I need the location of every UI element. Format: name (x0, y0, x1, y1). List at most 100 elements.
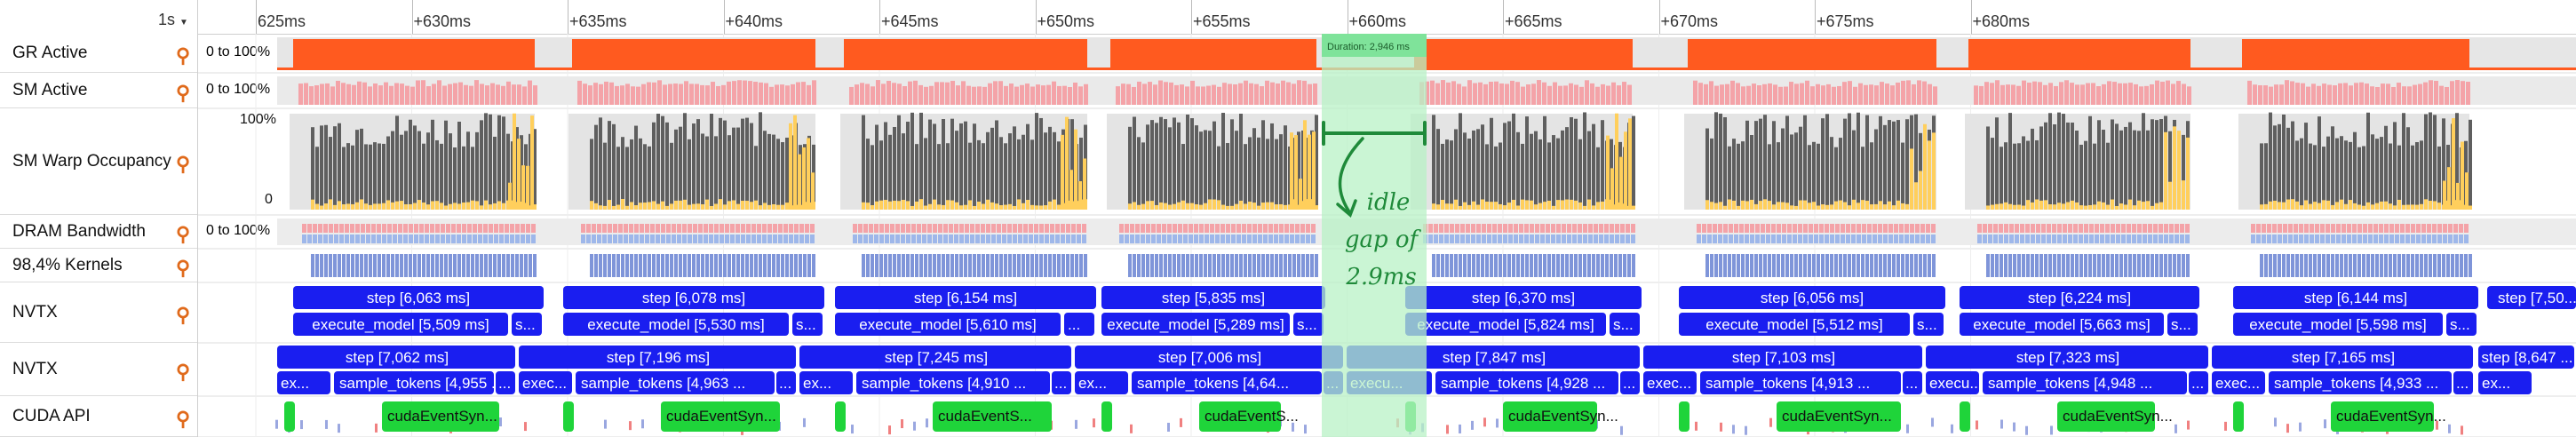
nvtx2-execute-range[interactable] (277, 371, 330, 394)
warp-bar (378, 143, 381, 210)
dram-read-bar (1487, 224, 1491, 233)
nvtx2-dots-range[interactable] (2189, 371, 2208, 394)
nvtx2-dots-range[interactable] (1620, 371, 1640, 394)
nvtx-execute-range[interactable] (293, 313, 508, 336)
nvtx-execute-range[interactable] (1960, 313, 2164, 336)
nvtx-step-range[interactable] (2487, 286, 2576, 309)
nvtx-step-range[interactable] (293, 286, 544, 309)
cuda-launch-range[interactable] (835, 401, 846, 432)
nvtx2-sample-range[interactable] (1700, 371, 1901, 394)
nvtx2-execute-range[interactable] (2478, 371, 2532, 394)
pin-icon[interactable]: ⚲ (176, 257, 191, 279)
row-name: SM Warp Occupancy (12, 152, 171, 171)
nvtx2-step-range[interactable] (2212, 346, 2473, 369)
pin-icon[interactable]: ⚲ (176, 44, 191, 67)
nvtx-step-range[interactable] (1679, 286, 1945, 309)
nvtx-execute-range[interactable] (1405, 313, 1606, 336)
nvtx2-execute-range[interactable] (519, 371, 572, 394)
row-label-2[interactable]: SM Warp Occupancy ⚲ (0, 108, 197, 215)
cuda-sync-range[interactable] (933, 401, 1052, 432)
nvtx2-step-range[interactable] (2478, 346, 2574, 369)
nvtx2-sample-range[interactable] (1435, 371, 1618, 394)
nvtx2-sample-range[interactable] (334, 371, 494, 394)
nvtx-execute-range[interactable] (835, 313, 1061, 336)
nvtx-execute-range[interactable] (1679, 313, 1910, 336)
nvtx2-step-range[interactable] (519, 346, 796, 369)
nvtx-step-range[interactable] (2233, 286, 2478, 309)
nvtx-short-range[interactable] (792, 313, 823, 336)
nvtx2-sample-range[interactable] (1132, 371, 1322, 394)
nvtx2-execute-range[interactable] (1075, 371, 1128, 394)
nvtx2-execute-range[interactable] (799, 371, 853, 394)
nvtx2-execute-range[interactable] (1926, 371, 1979, 394)
cuda-launch-range[interactable] (2233, 401, 2244, 432)
nvtx-step-range[interactable] (835, 286, 1096, 309)
nvtx-short-range[interactable] (1293, 313, 1324, 336)
nvtx-short-range[interactable] (2167, 313, 2198, 336)
nvtx2-dots-range[interactable] (496, 371, 515, 394)
row-label-5[interactable]: NVTX ⚲ (0, 282, 197, 343)
nvtx2-step-range[interactable] (1075, 346, 1343, 369)
nvtx2-sample-range[interactable] (856, 371, 1050, 394)
nvtx2-dots-range[interactable] (2453, 371, 2473, 394)
row-label-0[interactable]: GR Active ⚲ (0, 34, 197, 73)
nvtx-short-range[interactable] (512, 313, 542, 336)
nvtx-execute-range[interactable] (563, 313, 789, 336)
pin-icon[interactable]: ⚲ (176, 223, 191, 245)
nvtx2-dots-range[interactable] (1052, 371, 1071, 394)
nvtx-short-range[interactable] (1913, 313, 1944, 336)
pin-icon[interactable]: ⚲ (176, 361, 191, 383)
nvtx-short-range[interactable] (1610, 313, 1640, 336)
selection-region[interactable] (1322, 34, 1427, 437)
nvtx2-execute-range[interactable] (1643, 371, 1697, 394)
cuda-launch-range[interactable] (284, 401, 295, 432)
cuda-launch-range[interactable] (1960, 401, 1970, 432)
row-label-6[interactable]: NVTX ⚲ (0, 343, 197, 396)
cuda-sync-range[interactable] (1777, 401, 1901, 432)
pin-icon[interactable]: ⚲ (176, 408, 191, 430)
nvtx2-step-range[interactable] (1643, 346, 1922, 369)
row-label-7[interactable]: CUDA API ⚲ (0, 396, 197, 437)
cuda-sync-range[interactable] (1503, 401, 1597, 432)
nvtx2-step-range[interactable] (1926, 346, 2208, 369)
nvtx2-step-range[interactable] (277, 346, 515, 369)
pin-icon[interactable]: ⚲ (176, 82, 191, 104)
warp-bar (2155, 120, 2159, 210)
pin-icon[interactable]: ⚲ (176, 153, 191, 175)
nvtx2-sample-range[interactable] (576, 371, 775, 394)
row-label-4[interactable]: 98,4% Kernels ⚲ (0, 249, 197, 282)
warp-ramp-bar (2443, 180, 2446, 210)
sm-active-bar (636, 86, 640, 105)
nvtx-step-range[interactable] (1405, 286, 1642, 309)
kernel-bar (449, 254, 452, 277)
cuda-launch-range[interactable] (1679, 401, 1690, 432)
nvtx2-step-range[interactable] (799, 346, 1071, 369)
row-label-1[interactable]: SM Active ⚲ (0, 73, 197, 108)
nvtx2-dots-range[interactable] (776, 371, 796, 394)
nvtx2-sample-range[interactable] (2269, 371, 2452, 394)
label-divider[interactable] (197, 0, 198, 437)
nvtx-step-range[interactable] (1960, 286, 2199, 309)
cuda-launch-range[interactable] (563, 401, 574, 432)
cuda-launch-range[interactable] (1101, 401, 1112, 432)
cuda-sync-range[interactable] (2057, 401, 2155, 432)
kernel-bar (1301, 254, 1305, 277)
cuda-sync-range[interactable] (661, 401, 780, 432)
nvtx-execute-range[interactable] (2233, 313, 2443, 336)
nvtx-step-range[interactable] (563, 286, 824, 309)
pin-icon[interactable]: ⚲ (176, 304, 191, 326)
cuda-sync-range[interactable] (382, 401, 499, 432)
nvtx-short-range[interactable] (2446, 313, 2477, 336)
nvtx-execute-range[interactable] (1101, 313, 1290, 336)
cuda-sync-range[interactable] (2331, 401, 2434, 432)
nvtx2-sample-range[interactable] (1983, 371, 2187, 394)
row-label-3[interactable]: DRAM Bandwidth ⚲ (0, 215, 197, 249)
cuda-sync-range[interactable] (1199, 401, 1281, 432)
nvtx2-execute-range[interactable] (2212, 371, 2265, 394)
nvtx-step-range[interactable] (1101, 286, 1325, 309)
nvtx-short-range[interactable] (1064, 313, 1094, 336)
zoom-selector[interactable]: 1s ▼ (158, 11, 188, 29)
sm-active-bar (652, 82, 656, 105)
nvtx2-dots-range[interactable] (1903, 371, 1922, 394)
